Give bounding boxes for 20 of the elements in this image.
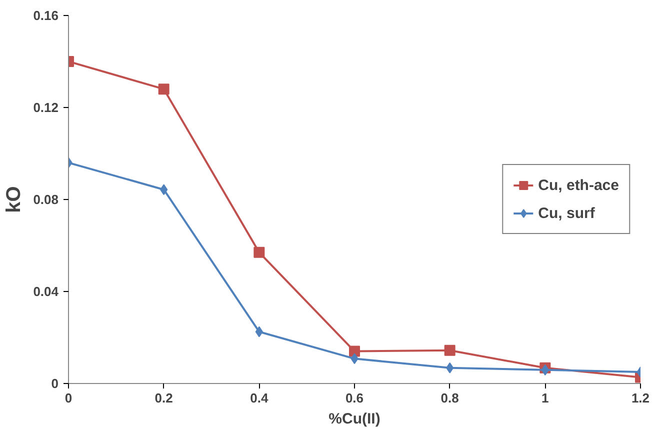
- x-tick-label: 0.6: [345, 390, 364, 406]
- y-tick-label: 0.16: [33, 8, 59, 23]
- y-axis-title: kO: [3, 186, 26, 213]
- point: [444, 344, 456, 356]
- point: [349, 346, 360, 357]
- x-axis-title: %Cu(II): [328, 410, 380, 428]
- legend-label: Cu, surf: [538, 204, 595, 222]
- x-tick-label: 0.4: [250, 390, 269, 406]
- point: [254, 246, 265, 258]
- y-tick-label: 0: [51, 376, 59, 391]
- x-tick-label: 1: [542, 390, 549, 406]
- y-tick-label: 0.12: [33, 100, 59, 115]
- x-tick-label: 1.2: [631, 390, 650, 406]
- y-tick-label: 0.04: [33, 284, 60, 299]
- x-tick-label: 0.8: [440, 390, 459, 406]
- x-tick-label: 0: [64, 390, 72, 406]
- point: [158, 84, 170, 95]
- y-tick-label: 0.08: [33, 192, 59, 207]
- x-tick-label: 0.2: [154, 390, 173, 406]
- legend-label: Cu, eth-ace: [538, 176, 619, 194]
